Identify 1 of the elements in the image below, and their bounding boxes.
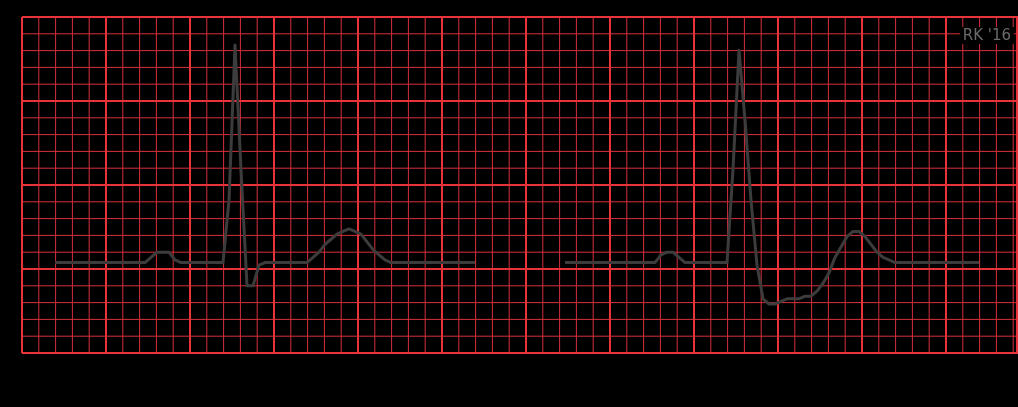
text: RK '16 (959, 26, 1014, 44)
